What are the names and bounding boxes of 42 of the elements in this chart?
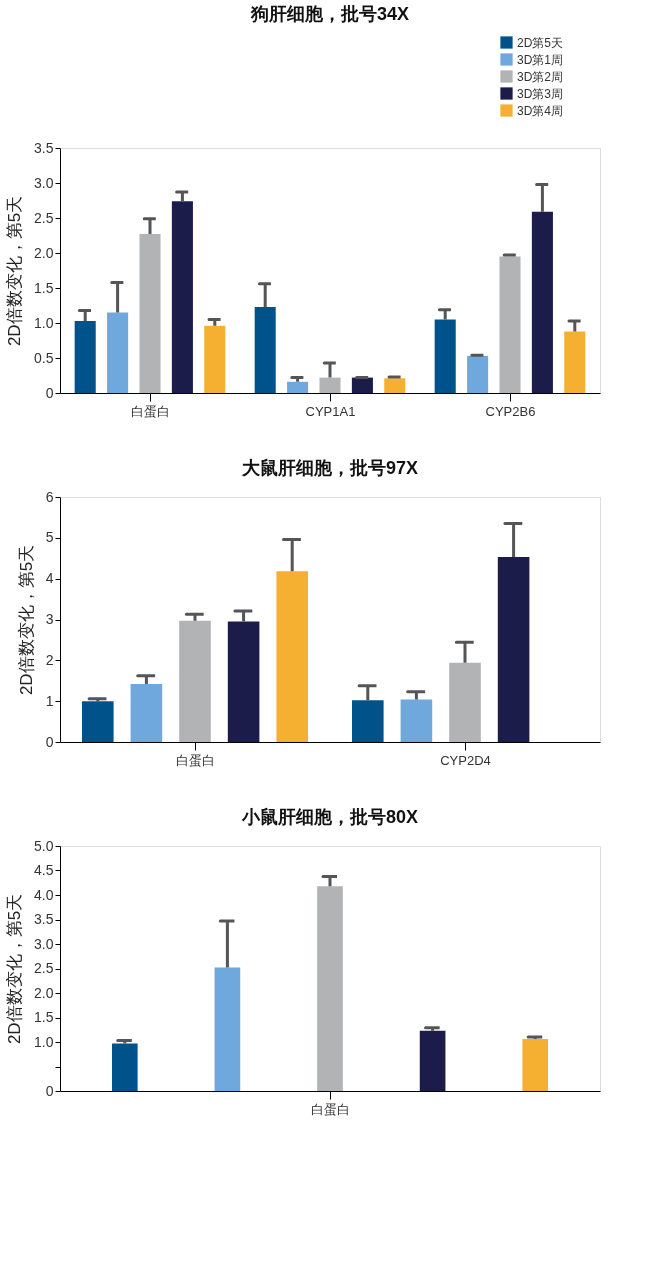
- legend-label: 3D第3周: [517, 86, 564, 101]
- y-axis-title: 2D倍数变化，第5天: [5, 893, 25, 1045]
- x-tick-label: 白蛋白: [131, 403, 170, 419]
- y-axis-title: 2D倍数变化，第5天: [5, 195, 25, 347]
- y-tick-label: 0: [45, 733, 54, 750]
- y-tick-label: 0: [45, 384, 54, 401]
- y-tick-label: 2.5: [34, 209, 54, 226]
- y-tick-label: 3: [45, 611, 54, 627]
- y-tick-label: 4: [45, 570, 54, 587]
- legend-label: 3D第2周: [517, 69, 564, 84]
- y-tick-label: 4.5: [34, 862, 54, 878]
- y-tick-label: 1.0: [34, 1033, 54, 1050]
- y-tick-label: 4.0: [34, 886, 54, 903]
- legend-label: 2D第5天: [517, 35, 564, 50]
- x-tick-label: 白蛋白: [311, 1101, 350, 1117]
- y-tick-label: 2: [45, 651, 54, 668]
- y-tick-label: 3.0: [34, 935, 54, 952]
- legend-label: 3D第1周: [517, 52, 564, 67]
- y-tick-label: 0.5: [34, 349, 54, 366]
- y-tick-label: 3.5: [34, 139, 54, 156]
- y-tick-label: 6: [45, 488, 54, 505]
- chart-title: 小鼠肝细胞，批号80X: [240, 807, 419, 827]
- y-tick-label: 2.5: [34, 960, 54, 976]
- y-tick-label: 1.5: [34, 1009, 54, 1025]
- y-tick-label: 2.0: [34, 244, 54, 261]
- x-tick-label: CYP2B6: [485, 403, 536, 419]
- x-tick-label: CYP2D4: [440, 752, 491, 768]
- y-tick-label: 2.0: [34, 984, 54, 1001]
- y-tick-label: 0: [45, 1082, 54, 1099]
- y-axis-title: 2D倍数变化，第5天: [16, 544, 36, 696]
- y-tick-label: 1.0: [34, 314, 54, 331]
- chart-title: 狗肝细胞，批号34X: [249, 4, 410, 24]
- chart-title: 大鼠肝细胞，批号97X: [240, 458, 419, 478]
- y-tick-label: 3.0: [34, 174, 54, 191]
- legend-label: 3D第4周: [517, 103, 564, 118]
- y-tick-label: 1: [45, 692, 54, 709]
- y-tick-label: 5: [45, 529, 54, 546]
- y-tick-label: 3.5: [34, 911, 54, 927]
- x-tick-label: CYP1A1: [305, 403, 356, 419]
- y-tick-label: 1.5: [34, 279, 54, 296]
- y-tick-label: 5.0: [34, 837, 54, 854]
- x-tick-label: 白蛋白: [176, 752, 215, 768]
